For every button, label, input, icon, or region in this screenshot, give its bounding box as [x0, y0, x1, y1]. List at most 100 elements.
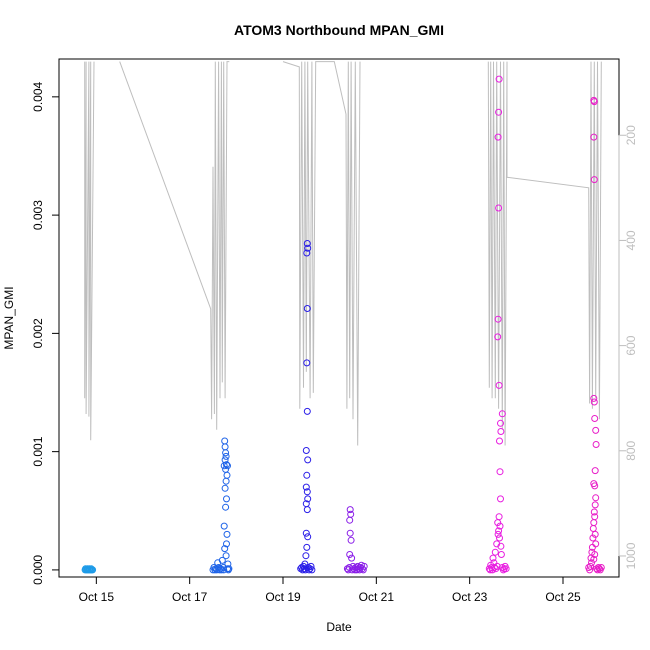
data-point-5-18	[591, 530, 599, 538]
data-point-2-2	[303, 249, 311, 257]
data-point-2-1	[304, 244, 312, 252]
data-point-2-7	[304, 456, 312, 464]
data-point-5-19	[589, 534, 597, 542]
data-point-1-11	[221, 484, 229, 492]
data-point-4-4	[494, 315, 502, 323]
data-point-5-33	[595, 565, 603, 573]
data-point-2-0	[303, 240, 311, 247]
data-point-5-8	[592, 441, 600, 448]
data-point-4-18	[496, 534, 503, 542]
data-point-2-4	[303, 359, 311, 367]
data-point-4-23	[489, 554, 497, 562]
data-point-4-21	[491, 548, 499, 556]
data-point-3-6	[348, 554, 356, 562]
data-point-3-3	[346, 529, 354, 537]
data-point-5-20	[592, 540, 600, 548]
data-point-4-11	[496, 468, 504, 476]
data-point-1-17	[221, 545, 229, 553]
data-point-1-15	[223, 530, 231, 538]
y-tick-label: 0.001	[31, 436, 45, 466]
data-point-4-14	[494, 519, 502, 527]
data-point-2-29	[301, 560, 309, 568]
y2-tick-label: 200	[624, 125, 638, 145]
data-point-3-4	[347, 536, 355, 544]
chart-title: ATOM3 Northbound MPAN_GMI	[234, 22, 444, 38]
data-point-4-32	[493, 562, 501, 570]
data-point-4-7	[498, 410, 506, 418]
data-point-1-32	[220, 566, 228, 574]
data-point-3-5	[346, 551, 354, 558]
data-point-2-24	[305, 566, 313, 574]
data-point-5-16	[590, 519, 598, 527]
data-point-4-9	[497, 428, 505, 435]
profile-line-2-0	[282, 61, 361, 446]
data-point-4-10	[496, 437, 503, 445]
data-point-5-14	[590, 508, 598, 516]
data-point-4-3	[495, 204, 503, 212]
data-point-5-28	[586, 566, 594, 574]
data-point-1-1	[221, 443, 229, 451]
data-point-2-15	[304, 533, 312, 541]
data-point-1-12	[223, 495, 230, 503]
data-point-4-37	[502, 565, 510, 573]
data-point-5-6	[591, 415, 599, 422]
data-point-5-2	[590, 133, 598, 141]
data-point-1-20	[218, 556, 226, 564]
data-point-5-30	[593, 565, 601, 573]
y2-tick-label: 800	[624, 440, 638, 460]
data-point-5-13	[591, 501, 599, 509]
data-point-2-5	[303, 407, 311, 415]
data-point-2-28	[297, 565, 305, 573]
data-point-4-15	[496, 522, 504, 530]
data-point-4-12	[497, 495, 504, 503]
data-point-4-1	[495, 108, 503, 116]
data-point-2-6	[302, 447, 310, 454]
data-point-3-10	[348, 566, 356, 574]
data-point-1-28	[216, 566, 223, 574]
data-point-2-10	[303, 488, 311, 496]
data-point-4-2	[494, 133, 502, 141]
y-axis-label: MPAN_GMI	[2, 286, 16, 349]
data-point-2-13	[303, 506, 311, 514]
data-point-1-14	[220, 522, 228, 530]
data-point-0-11	[85, 565, 93, 573]
data-point-1-0	[221, 437, 229, 445]
data-point-2-26	[307, 562, 315, 570]
y2-axis: 200 400 600 800 1000	[618, 125, 638, 569]
data-point-5-9	[591, 467, 599, 475]
data-point-4-16	[495, 527, 503, 535]
x-tick-label: Oct 15	[79, 590, 115, 604]
y2-tick-label: 400	[624, 230, 638, 250]
data-point-1-3	[222, 452, 230, 460]
data-point-2-11	[304, 495, 312, 503]
data-point-2-17	[302, 552, 310, 560]
data-point-2-14	[302, 529, 310, 537]
data-point-3-2	[346, 516, 354, 524]
y-tick-label: 0.002	[31, 318, 45, 348]
x-axis: Oct 15 Oct 17 Oct 19 Oct 21 Oct 23 Oct 25	[79, 576, 581, 604]
data-point-4-5	[494, 333, 502, 341]
data-point-4-13	[495, 513, 503, 521]
data-point-1-13	[222, 503, 230, 511]
data-point-3-21	[358, 565, 366, 573]
x-tick-label: Oct 19	[265, 590, 301, 604]
data-point-5-7	[592, 426, 600, 434]
data-point-5-1	[590, 98, 598, 106]
data-point-5-17	[589, 525, 597, 532]
plot-frame	[58, 58, 620, 578]
x-tick-label: Oct 17	[172, 590, 208, 604]
y-tick-label: 0.000	[31, 555, 45, 585]
data-point-1-35	[225, 565, 233, 573]
data-point-1-10	[222, 477, 230, 485]
data-point-5-35	[597, 564, 605, 571]
data-point-4-22	[497, 551, 505, 558]
data-point-5-11	[591, 482, 599, 490]
data-point-0-12	[87, 565, 95, 573]
data-point-5-21	[588, 543, 596, 551]
profile-lines	[84, 61, 602, 446]
profile-line-1-0	[119, 61, 230, 430]
data-point-1-9	[223, 471, 231, 479]
data-point-4-20	[497, 542, 505, 550]
data-point-2-8	[303, 471, 311, 479]
